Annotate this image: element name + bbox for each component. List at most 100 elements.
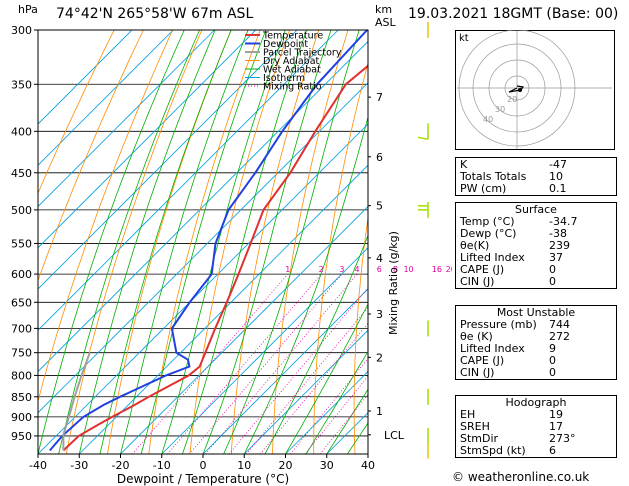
pressure-tick-label: 400	[11, 125, 32, 138]
x-tick-label: 40	[361, 459, 375, 472]
most-unstable-title: Most Unstable	[496, 306, 576, 319]
pressure-tick-label: 850	[11, 391, 32, 404]
wind-barb-feather	[417, 136, 429, 141]
legend-entry: Mixing Ratio	[263, 82, 322, 93]
pressure-tick-label: 650	[11, 296, 32, 309]
mixing-ratio-label: 6	[377, 265, 382, 274]
isotherm-line	[38, 30, 257, 249]
dry-adiabat-line	[65, 30, 203, 454]
x-tick-label: 10	[237, 459, 251, 472]
mixing-ratio-label: 10	[403, 265, 413, 274]
hodograph-ring-label: 40	[483, 115, 493, 124]
hodograph-ring-label: 30	[495, 105, 505, 114]
hpa-axis-label: hPa	[18, 3, 38, 16]
wet-adiabat-line	[182, 30, 308, 454]
dry-adiabat-line	[148, 30, 261, 454]
x-tick-label: -10	[153, 459, 171, 472]
isotherm-line	[38, 123, 368, 454]
parcel-trajectory-line	[62, 352, 91, 451]
wet-adiabat-line	[243, 115, 368, 454]
pressure-tick-label: 700	[11, 322, 32, 335]
most-unstable-table: Most Unstable Pressure (mb) 744 θe (K) 272…	[455, 305, 617, 380]
skewt-chart: 12346810162025 3003504004505005506006507…	[11, 22, 452, 486]
isotherm-line	[243, 329, 368, 454]
dry-adiabat-line	[38, 30, 173, 403]
datetime-title: 19.03.2021 18GMT (Base: 00)	[408, 6, 619, 22]
pressure-tick-label: 800	[11, 369, 32, 382]
dry-adiabat-line	[38, 30, 144, 282]
isotherm-line	[38, 30, 215, 208]
hodograph-ring-label: 20	[507, 95, 517, 104]
pressure-tick-label: 500	[11, 204, 32, 217]
x-tick-label: 30	[320, 459, 334, 472]
legend-entry: Parcel Trajectory	[263, 48, 342, 59]
wind-barbs	[417, 22, 429, 459]
isotherm-line	[38, 30, 133, 125]
wet-adiabat-line	[161, 30, 286, 454]
km-tick-label: 6	[376, 151, 383, 164]
dry-adiabat-line	[431, 30, 452, 454]
pressure-tick-label: 750	[11, 347, 32, 360]
legend-entry: Isotherm	[263, 73, 305, 84]
mixing-ratio-label: 20	[446, 265, 452, 274]
hodograph-table: Hodograph EH 19 SREH 17 StmDir 273° StmSpd …	[455, 395, 617, 458]
mixing-ratio-label: 4	[355, 265, 360, 274]
mixing-ratio-line	[132, 273, 289, 454]
pressure-tick-label: 600	[11, 268, 32, 281]
mixing-ratio-label: 1	[285, 265, 290, 274]
wet-adiabat-line	[264, 234, 368, 454]
legend-entry: Dry Adiabat	[263, 56, 320, 67]
hodograph-kt-label: kt	[459, 33, 469, 44]
isotherm-line	[38, 30, 339, 331]
dry-adiabat-line	[107, 30, 232, 454]
asl-axis-label: ASL	[375, 16, 396, 29]
dry-adiabat-line	[353, 214, 368, 454]
km-tick-label: 2	[376, 351, 383, 364]
wet-adiabat-line	[285, 303, 368, 454]
legend-entry: Temperature	[262, 31, 323, 42]
pressure-tick-label: 350	[11, 78, 32, 91]
km-tick-label: 7	[376, 91, 383, 104]
mixing-ratio-label: 2	[319, 265, 324, 274]
location-title: 74°42'N 265°58'W 67m ASL	[56, 6, 254, 22]
temperature-line	[62, 64, 368, 452]
wet-adiabat-line	[305, 350, 368, 454]
indices-table: K -47 Totals Totals 10 PW (cm) 0.1	[455, 157, 617, 196]
x-tick-label: -30	[70, 459, 88, 472]
km-axis-label: km	[375, 3, 393, 16]
km-tick-label: LCL	[384, 429, 405, 442]
mixing-ratio-label: 8	[393, 265, 398, 274]
dewpoint-line	[49, 30, 368, 452]
wet-adiabat-line	[326, 388, 368, 454]
surface-table: Surface Temp (°C) -34.7 Dewp (°C) -38 θe(K…	[455, 202, 617, 289]
legend-entry: Wet Adiabat	[263, 65, 321, 76]
isotherm-line	[285, 370, 368, 454]
isotherm-line	[38, 40, 368, 373]
pressure-tick-label: 950	[11, 430, 32, 443]
isotherm-line	[120, 205, 368, 454]
wet-adiabat-line	[38, 30, 185, 454]
wind-barb-pennant	[418, 205, 428, 211]
mixing-ratio-axis-label: Mixing Ratio (g/kg)	[387, 231, 400, 335]
isotherm-line	[38, 30, 174, 166]
mixing-ratio-line	[228, 286, 368, 454]
pressure-tick-label: 550	[11, 237, 32, 250]
credit-text: © weatheronline.co.uk	[452, 470, 590, 484]
km-tick-label: 5	[376, 200, 383, 213]
wet-adiabat-line	[99, 30, 232, 454]
legend-entry: Dewpoint	[263, 39, 308, 50]
mixing-ratio-line	[246, 306, 368, 454]
wet-adiabat-line	[58, 30, 200, 454]
dry-adiabat-line	[38, 30, 115, 195]
surface-title: Surface	[515, 203, 557, 216]
isotherm-line	[202, 288, 368, 454]
x-tick-label: 20	[279, 459, 293, 472]
mixing-ratio-label: 3	[339, 265, 344, 274]
mixing-ratio-label: 16	[432, 265, 442, 274]
pressure-tick-label: 900	[11, 411, 32, 424]
dry-adiabat-line	[189, 30, 290, 454]
profile-lines	[49, 30, 368, 452]
x-tick-label: -20	[112, 459, 130, 472]
